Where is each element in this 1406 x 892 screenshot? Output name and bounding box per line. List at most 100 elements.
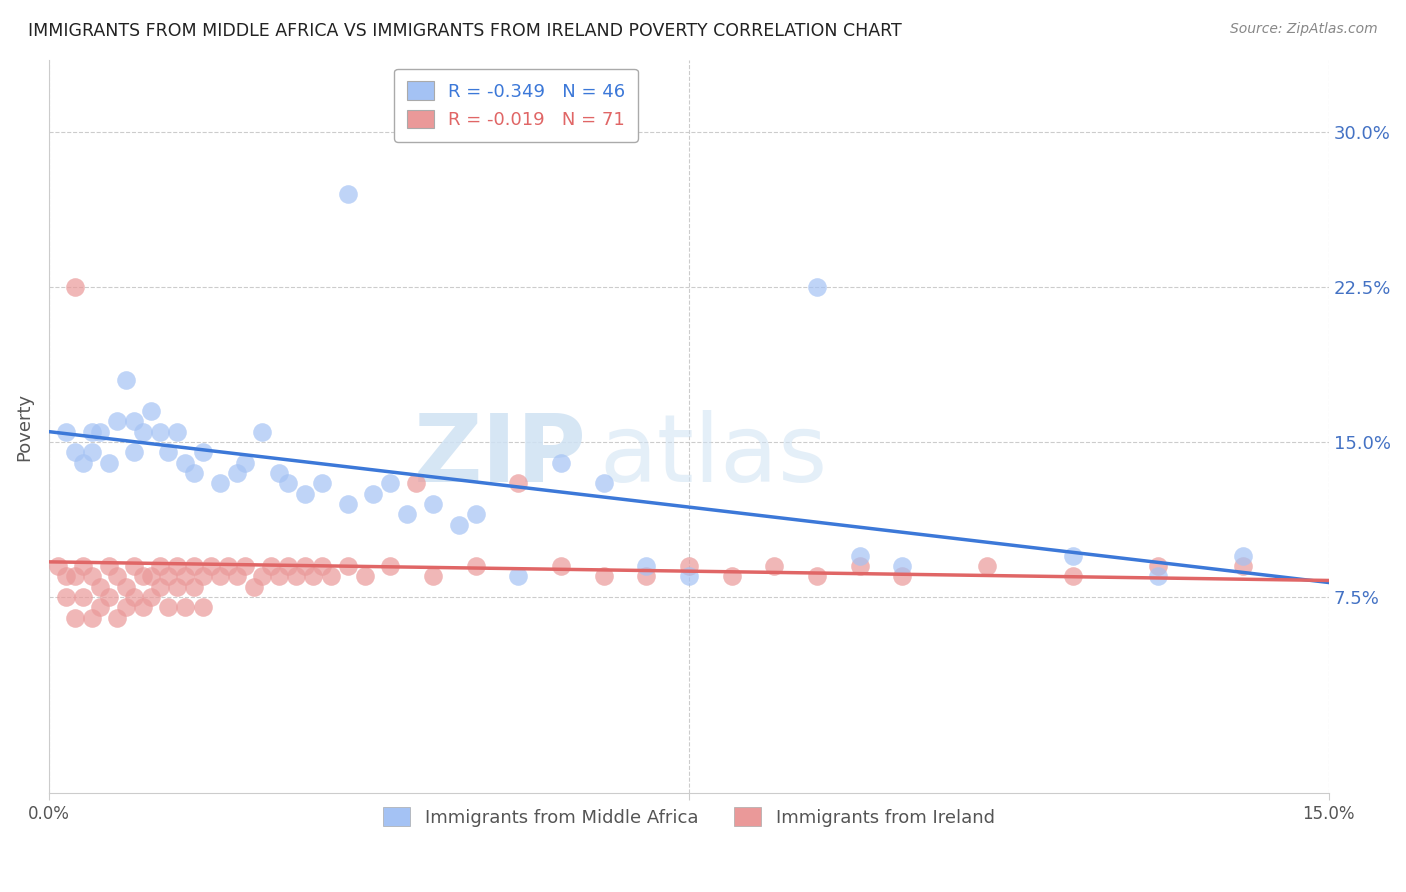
Point [157,445,180,459]
Point [174,600,197,615]
Point [285,569,308,583]
Point [55,590,77,604]
Point [80,610,103,624]
Text: Source: ZipAtlas.com: Source: ZipAtlas.com [1230,22,1378,37]
Point [132,569,155,583]
Point [508,476,530,491]
Text: atlas: atlas [599,409,828,502]
Point [319,569,342,583]
Point [508,569,530,583]
Point [149,580,172,594]
Point [806,569,828,583]
Point [848,549,870,563]
Legend: Immigrants from Middle Africa, Immigrants from Ireland: Immigrants from Middle Africa, Immigrant… [374,798,1004,836]
Point [183,559,205,574]
Point [132,600,155,615]
Point [233,456,256,470]
Point [124,445,146,459]
Point [200,559,222,574]
Point [97,590,120,604]
Point [277,559,299,574]
Point [225,569,247,583]
Point [806,280,828,294]
Point [89,425,111,439]
Point [166,425,188,439]
Point [97,559,120,574]
Point [149,559,172,574]
Point [174,456,197,470]
Point [80,445,103,459]
Point [311,476,333,491]
Point [55,569,77,583]
Point [157,569,180,583]
Point [72,559,94,574]
Point [422,569,444,583]
Point [80,425,103,439]
Point [183,580,205,594]
Point [63,280,86,294]
Point [311,559,333,574]
Point [380,476,402,491]
Point [157,600,180,615]
Point [149,425,172,439]
Point [336,559,359,574]
Point [72,590,94,604]
Point [405,476,427,491]
Point [141,569,163,583]
Point [89,600,111,615]
Point [592,476,614,491]
Point [848,559,870,574]
Point [720,569,742,583]
Point [141,404,163,418]
Point [294,559,316,574]
Point [1062,549,1084,563]
Text: ZIP: ZIP [413,409,586,502]
Point [114,580,136,594]
Point [105,610,128,624]
Point [336,186,359,201]
Point [89,580,111,594]
Point [422,497,444,511]
Point [97,456,120,470]
Point [217,559,239,574]
Point [208,476,231,491]
Point [636,559,658,574]
Point [891,569,914,583]
Point [174,569,197,583]
Point [63,445,86,459]
Point [166,559,188,574]
Point [302,569,325,583]
Point [678,569,700,583]
Point [277,476,299,491]
Point [1232,549,1254,563]
Point [891,559,914,574]
Point [464,559,486,574]
Point [105,414,128,428]
Point [225,466,247,480]
Text: IMMIGRANTS FROM MIDDLE AFRICA VS IMMIGRANTS FROM IRELAND POVERTY CORRELATION CHA: IMMIGRANTS FROM MIDDLE AFRICA VS IMMIGRA… [28,22,901,40]
Y-axis label: Poverty: Poverty [15,392,32,460]
Point [105,569,128,583]
Point [191,445,214,459]
Point [191,600,214,615]
Point [380,559,402,574]
Point [63,569,86,583]
Point [166,580,188,594]
Point [763,559,786,574]
Point [976,559,998,574]
Point [124,559,146,574]
Point [550,456,572,470]
Point [592,569,614,583]
Point [233,559,256,574]
Point [260,559,283,574]
Point [55,425,77,439]
Point [1147,569,1170,583]
Point [183,466,205,480]
Point [208,569,231,583]
Point [269,569,291,583]
Point [114,600,136,615]
Point [80,569,103,583]
Point [353,569,375,583]
Point [63,610,86,624]
Point [678,559,700,574]
